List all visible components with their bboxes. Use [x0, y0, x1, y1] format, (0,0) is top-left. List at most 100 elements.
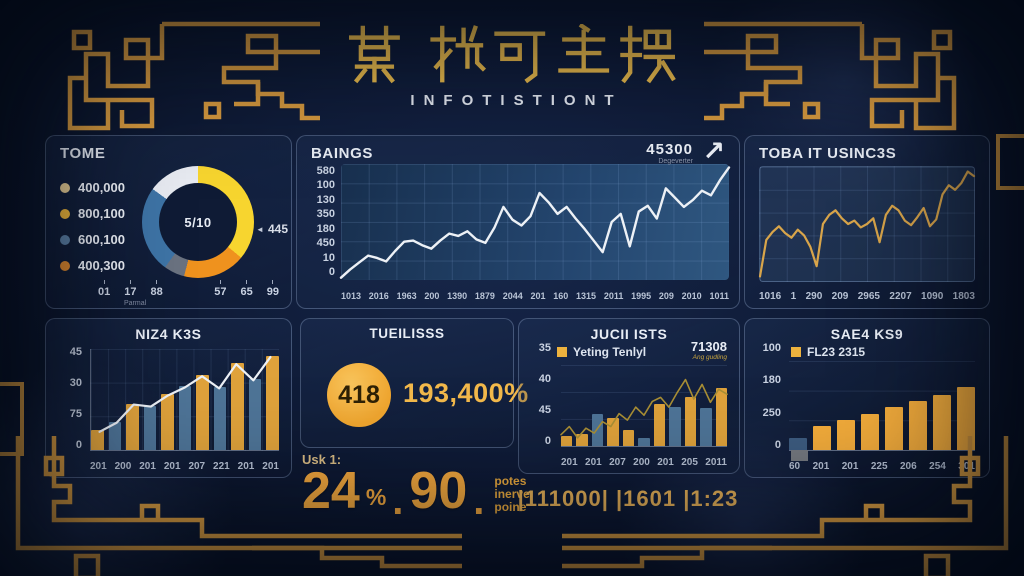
panel-title: JUCII ISTS [590, 326, 668, 342]
bar [789, 438, 807, 450]
usk-side-text: potes inerve poine [494, 475, 529, 513]
toba-line-plot [759, 166, 975, 282]
y-tick-label: 250 [762, 406, 781, 419]
bar [266, 356, 280, 450]
jucii-bars-polyline [561, 365, 727, 446]
bar [591, 413, 604, 446]
x-tick-label: 2016 [368, 291, 389, 301]
panel-tome: TOME 400,000 800,100 600,100 400,300 5/1… [45, 135, 292, 309]
x-tick-label: 201 [530, 291, 546, 301]
y-axis-labels: 45 30 75 0 [54, 347, 82, 451]
x-axis-labels: 201 201 207 200 201 205 2011 [561, 457, 727, 468]
bar [957, 386, 975, 450]
y-axis-labels: 35 40 45 0 [529, 343, 551, 447]
x-tick-label: 2011 [603, 291, 624, 301]
x-tick-label: 209 [831, 291, 849, 302]
cjk-title-glyphs [349, 24, 676, 84]
y-tick-label: 100 [762, 342, 781, 354]
y-tick-label: 130 [316, 193, 335, 206]
y-tick-label: 0 [328, 265, 335, 278]
legend-dot-icon [60, 234, 70, 245]
toba-line-polyline [760, 167, 974, 281]
kpi-big-value: 193,400% [403, 378, 529, 408]
usk-block: Usk 1: 24 % . 90 . potes inerve poine [302, 452, 530, 521]
y-tick-label: 0 [544, 435, 551, 447]
jucii-bar-chart [561, 365, 727, 447]
legend-label: 800,100 [78, 206, 125, 221]
panel-title: TOME [60, 145, 106, 162]
panel-tueilisss: TUEILISSS 418 193,400% [300, 318, 528, 448]
legend-label: 400,300 [78, 258, 125, 273]
y-tick-label: 30 [69, 377, 82, 389]
usk-side-line: potes [494, 474, 527, 489]
baings-line-plot [341, 164, 729, 280]
chart-legend: FL23 2315 [791, 345, 865, 359]
x-tick-label: 200 [633, 457, 650, 468]
panel-baings: BAINGS 45300 Degeverter ↗ 580 100 130 350 18… [296, 135, 740, 309]
x-tick-label: 1390 [447, 291, 468, 301]
edge-ornament-left [0, 382, 24, 456]
axis-number: 01 [98, 280, 110, 298]
bar [861, 413, 879, 450]
x-tick-label: 200 [424, 291, 440, 301]
x-tick-label: 1 [790, 291, 797, 302]
y-tick-label: 40 [538, 373, 551, 385]
panel-sae4: SAE4 KS9 FL23 2315 100 180 250 0 60 201 201 22… [744, 318, 990, 478]
panel-title: SAE4 KS9 [830, 326, 904, 342]
y-tick-label: 0 [774, 438, 781, 451]
y-tick-label: 100 [316, 179, 335, 192]
panel-toba: TOBA IT USINC3S 1016 1 290 209 2965 2207 1090 1… [744, 135, 990, 309]
bar [933, 394, 951, 450]
niza-bar-chart [90, 349, 280, 451]
legend-label: 600,100 [78, 232, 125, 247]
niza-bars-polyline [91, 349, 279, 450]
legend-square-icon [557, 347, 567, 357]
axis-number: 57 [214, 280, 226, 298]
usk-unit: % [365, 484, 387, 510]
usk-side-line: poine [494, 499, 527, 514]
bar [837, 419, 855, 450]
edge-ornament-right [996, 134, 1024, 190]
x-tick-label: 1879 [474, 291, 495, 301]
y-tick-label: 350 [316, 208, 335, 221]
x-tick-label: 2010 [681, 291, 702, 301]
x-tick-label: 301 [958, 461, 975, 472]
axis-number: 88 [151, 280, 163, 298]
under-axis-bar [790, 450, 808, 461]
x-tick-label: 225 [870, 461, 888, 472]
x-tick-label: 2207 [889, 291, 912, 302]
donut-legend: 400,000 800,100 600,100 400,300 [60, 180, 125, 273]
x-axis-labels: 1016 1 290 209 2965 2207 1090 1803 [759, 291, 975, 302]
x-axis-labels: 60 201 201 225 206 254 301 [789, 461, 975, 472]
panel-niza: NIZ4 K3S 45 30 75 0 201 200 201 201 207 221 201 20… [45, 318, 292, 478]
x-tick-label: 1090 [921, 291, 944, 302]
bar [885, 407, 903, 450]
x-tick-label: 1803 [952, 291, 975, 302]
x-tick-label: 221 [213, 461, 230, 472]
y-tick-label: 75 [69, 408, 82, 420]
x-tick-label: 201 [262, 461, 279, 472]
panel-title: NIZ4 K3S [135, 326, 202, 342]
legend-dot-icon [60, 182, 70, 193]
bar [909, 401, 927, 450]
donut-chart: 5/10 [142, 166, 254, 278]
x-tick-label: 201 [812, 461, 830, 472]
axis-number: 17 [124, 280, 136, 298]
kpi-badge: 418 [327, 363, 391, 427]
donut-annotation-value: 445 [267, 222, 288, 236]
x-tick-label: 201 [139, 461, 156, 472]
y-tick-label: 35 [538, 342, 551, 354]
legend-label: 400,000 [78, 180, 125, 195]
arrow-left-icon: ◄ [256, 224, 264, 234]
legend-dot-icon [60, 260, 70, 271]
panel-title: TUEILISSS [369, 326, 445, 341]
x-tick-label: 1016 [759, 291, 782, 302]
annotation-subtext: Ang gudling [692, 354, 727, 361]
x-tick-label: 2044 [502, 291, 523, 301]
trend-arrow-icon: ↗ [702, 136, 725, 166]
x-tick-label: 201 [163, 461, 181, 472]
y-tick-label: 180 [316, 222, 335, 235]
x-tick-label: 209 [658, 291, 674, 301]
x-tick-label: 1013 [341, 291, 362, 301]
